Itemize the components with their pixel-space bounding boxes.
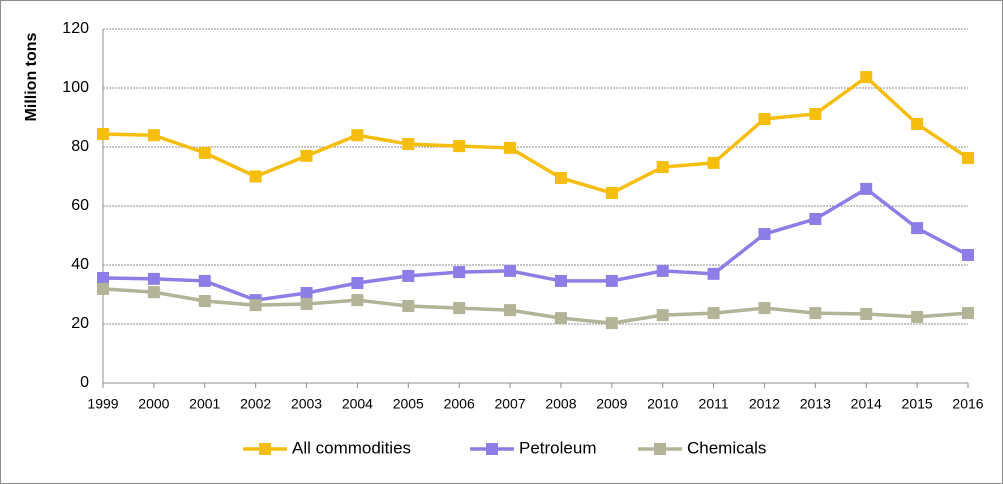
x-tick-label: 2008 [545, 396, 576, 412]
series-marker [198, 274, 211, 287]
series-line [102, 74, 969, 195]
series-marker [962, 248, 974, 261]
series-marker [860, 307, 873, 320]
series-line [102, 287, 969, 325]
y-tick-label: 80 [71, 138, 89, 155]
series-marker [554, 312, 567, 325]
series-marker [860, 182, 873, 195]
series-marker [198, 294, 211, 307]
series-marker [809, 212, 822, 225]
x-tick-label: 2005 [393, 396, 424, 412]
series-marker [504, 264, 517, 277]
y-tick-label: 20 [71, 315, 89, 332]
series-marker [97, 282, 109, 295]
legend-label: All commodities [292, 438, 411, 457]
x-tick-label: 1999 [87, 396, 118, 412]
series-marker [656, 264, 669, 277]
series-marker [453, 140, 466, 153]
y-tick-label: 40 [71, 256, 89, 273]
series-marker [962, 307, 974, 320]
series-marker [249, 170, 262, 183]
x-tick-label: 2014 [851, 396, 882, 412]
series-marker [758, 228, 771, 241]
y-tick-label: 120 [62, 20, 89, 37]
y-axis-title: Million tons [23, 32, 40, 121]
y-tick-label: 60 [71, 197, 89, 214]
series-marker [911, 222, 924, 235]
series-marker [351, 129, 364, 142]
legend-label: Petroleum [519, 438, 596, 457]
x-tick-label: 2001 [189, 396, 220, 412]
legend-swatch [486, 443, 498, 455]
x-tick-label: 2006 [444, 396, 475, 412]
series-marker [809, 307, 822, 320]
series-marker [351, 294, 364, 307]
x-tick-label: 2013 [800, 396, 831, 412]
series-marker [707, 156, 720, 169]
series-marker [504, 141, 517, 154]
series-marker [97, 128, 109, 141]
series-marker [911, 117, 924, 130]
series-marker [656, 309, 669, 322]
legend-swatch [259, 443, 271, 455]
series-marker [554, 274, 567, 287]
series-marker [656, 161, 669, 174]
x-tick-label: 2012 [749, 396, 780, 412]
series-marker [402, 138, 415, 151]
series-marker [554, 171, 567, 184]
x-tick-label: 2004 [342, 396, 373, 412]
series-marker [707, 267, 720, 280]
series-marker [300, 297, 313, 310]
series-marker [605, 274, 618, 287]
y-tick-label: 0 [80, 374, 89, 391]
x-tick-label: 2015 [902, 396, 933, 412]
series-marker [351, 276, 364, 289]
series-marker [300, 287, 313, 300]
y-tick-label: 100 [62, 79, 89, 96]
series-marker [402, 300, 415, 313]
legend-label: Chemicals [687, 438, 766, 457]
series-marker [97, 271, 109, 284]
series-line [102, 186, 969, 302]
x-tick-label: 2010 [647, 396, 678, 412]
series-marker [402, 269, 415, 282]
x-tick-label: 2000 [138, 396, 169, 412]
series-marker [300, 149, 313, 162]
legend-swatch [654, 443, 666, 455]
x-tick-label: 2007 [494, 396, 525, 412]
series-marker [453, 266, 466, 279]
series-marker [758, 302, 771, 315]
x-tick-label: 2016 [952, 396, 983, 412]
series-marker [453, 302, 466, 315]
x-tick-label: 2009 [596, 396, 627, 412]
series-marker [147, 286, 160, 299]
series-marker [758, 112, 771, 125]
series-marker [198, 146, 211, 159]
series-marker [147, 272, 160, 285]
series-marker [860, 71, 873, 84]
series-marker [605, 187, 618, 200]
series-marker [504, 304, 517, 317]
series-marker [707, 307, 720, 320]
series-marker [605, 317, 618, 330]
x-tick-label: 2011 [699, 396, 729, 412]
series-marker [911, 310, 924, 323]
series-marker [809, 107, 822, 120]
x-tick-label: 2002 [240, 396, 271, 412]
series-marker [962, 151, 974, 164]
series-marker [249, 299, 262, 312]
series-marker [147, 129, 160, 142]
x-tick-label: 2003 [291, 396, 322, 412]
